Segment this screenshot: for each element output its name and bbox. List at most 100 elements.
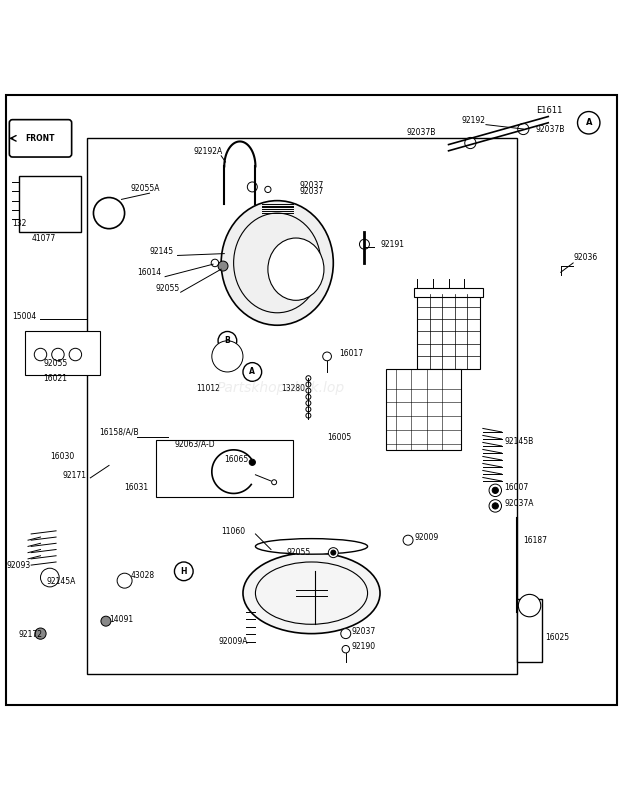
Text: 16014: 16014: [137, 269, 161, 278]
Circle shape: [52, 348, 64, 361]
Bar: [87, 138, 517, 674]
Circle shape: [306, 413, 311, 418]
Circle shape: [218, 261, 228, 271]
Text: 92093: 92093: [6, 562, 31, 570]
Circle shape: [403, 535, 413, 545]
Text: 92037B: 92037B: [407, 128, 436, 138]
Text: 15004: 15004: [12, 312, 37, 321]
Circle shape: [306, 407, 311, 412]
Text: 92171: 92171: [62, 471, 87, 480]
Text: 16030: 16030: [50, 452, 74, 461]
Text: 92191: 92191: [380, 240, 404, 250]
Circle shape: [93, 198, 125, 229]
Circle shape: [247, 182, 257, 192]
Text: 16031: 16031: [125, 483, 149, 492]
Text: 16017: 16017: [340, 350, 364, 358]
Text: B: B: [224, 336, 231, 346]
Text: 92145A: 92145A: [47, 577, 76, 586]
Text: 92190: 92190: [352, 642, 376, 651]
Text: Partskhopublik.lop: Partskhopublik.lop: [216, 381, 345, 394]
Text: 92036: 92036: [573, 253, 597, 262]
Circle shape: [40, 568, 59, 587]
Text: 92145: 92145: [150, 246, 174, 255]
Text: 92192A: 92192A: [193, 147, 222, 156]
Ellipse shape: [255, 538, 368, 554]
Text: A: A: [586, 118, 592, 127]
Text: 92172: 92172: [19, 630, 43, 638]
Circle shape: [212, 341, 243, 372]
Text: 16025: 16025: [545, 633, 569, 642]
Circle shape: [489, 484, 502, 497]
Text: 132: 132: [12, 218, 27, 227]
Circle shape: [518, 594, 541, 617]
Text: 92009: 92009: [414, 533, 439, 542]
Circle shape: [489, 500, 502, 512]
Circle shape: [331, 550, 336, 555]
Circle shape: [211, 259, 219, 266]
Text: 11012: 11012: [196, 384, 220, 393]
Circle shape: [306, 401, 311, 406]
Text: 11060: 11060: [221, 527, 245, 536]
Ellipse shape: [221, 201, 333, 326]
Circle shape: [174, 562, 193, 581]
Text: 92037: 92037: [352, 626, 376, 636]
FancyBboxPatch shape: [9, 120, 72, 157]
Text: 92055: 92055: [44, 358, 68, 368]
Bar: [25, 331, 100, 375]
Text: 92063/A-D: 92063/A-D: [174, 440, 215, 449]
Text: 16007: 16007: [505, 483, 529, 492]
Circle shape: [342, 646, 350, 653]
Circle shape: [249, 459, 255, 466]
Circle shape: [69, 348, 82, 361]
Text: FRONT: FRONT: [26, 134, 55, 143]
Text: 92009A: 92009A: [218, 638, 247, 646]
Circle shape: [272, 480, 277, 485]
Text: 16158/A/B: 16158/A/B: [100, 427, 140, 436]
Bar: [386, 369, 461, 450]
Text: 92037: 92037: [299, 181, 323, 190]
Circle shape: [323, 352, 331, 361]
Circle shape: [117, 573, 132, 588]
Circle shape: [306, 376, 311, 381]
Bar: [156, 441, 293, 497]
Circle shape: [306, 388, 311, 393]
Text: 41077: 41077: [31, 234, 55, 243]
Text: 92055: 92055: [156, 284, 180, 293]
Text: A: A: [249, 367, 255, 377]
Circle shape: [492, 487, 498, 494]
Bar: [417, 294, 480, 369]
Circle shape: [359, 239, 369, 250]
Text: 92145B: 92145B: [505, 437, 534, 446]
Text: 92037: 92037: [299, 187, 323, 197]
Circle shape: [465, 138, 476, 149]
Text: 14091: 14091: [109, 615, 133, 625]
Text: 16065: 16065: [224, 455, 249, 464]
Text: 16187: 16187: [523, 536, 548, 546]
Circle shape: [328, 548, 338, 558]
Bar: [19, 176, 81, 232]
Text: H: H: [181, 567, 187, 576]
Circle shape: [492, 502, 498, 509]
Text: 92055A: 92055A: [131, 184, 160, 194]
Circle shape: [243, 362, 262, 382]
Circle shape: [265, 186, 271, 193]
Circle shape: [218, 331, 237, 350]
Text: 92037A: 92037A: [505, 499, 534, 508]
Text: 13280: 13280: [281, 384, 305, 393]
Ellipse shape: [268, 238, 324, 300]
Bar: [414, 288, 483, 298]
Text: 16005: 16005: [327, 434, 351, 442]
Text: 16021: 16021: [44, 374, 68, 383]
Circle shape: [306, 394, 311, 399]
Circle shape: [341, 629, 351, 638]
Circle shape: [518, 123, 529, 134]
Circle shape: [35, 628, 46, 639]
Ellipse shape: [243, 553, 380, 634]
Circle shape: [101, 616, 111, 626]
Text: 43028: 43028: [131, 570, 155, 579]
Text: 92192: 92192: [462, 116, 485, 125]
Text: 92055: 92055: [286, 547, 310, 557]
Text: E1611: E1611: [536, 106, 562, 115]
Circle shape: [34, 348, 47, 361]
Bar: [517, 599, 542, 662]
